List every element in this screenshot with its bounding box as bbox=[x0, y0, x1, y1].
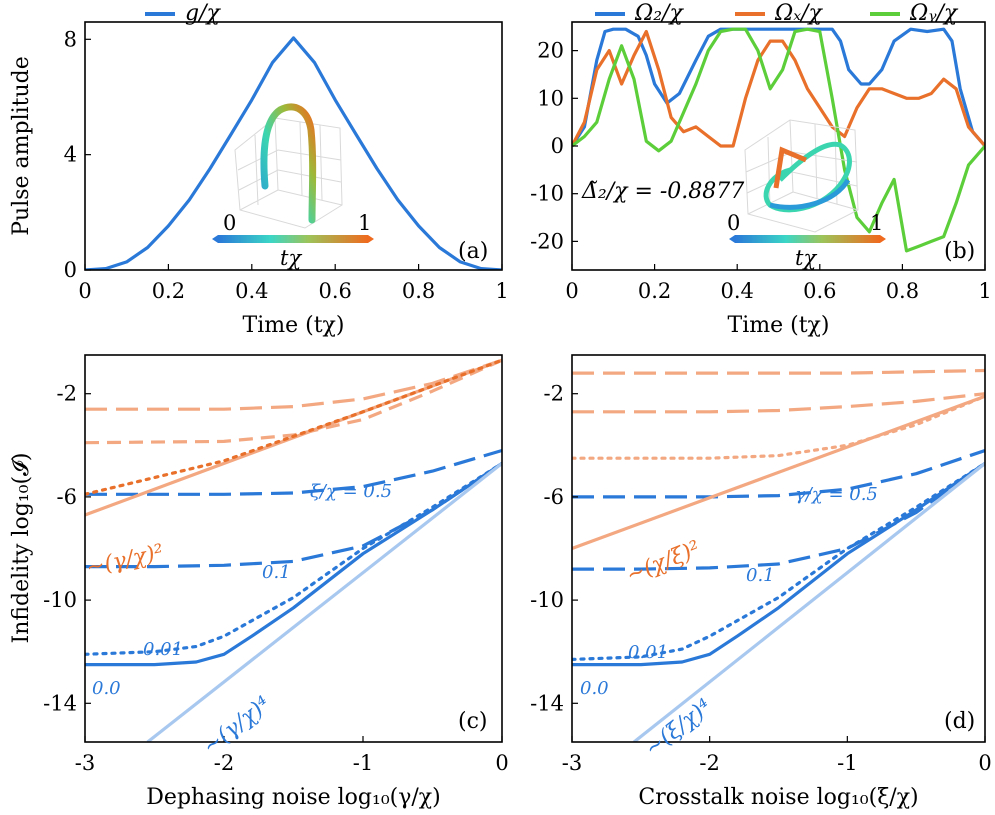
x-tick-label-b-0: 0 bbox=[565, 279, 578, 303]
series-line-d-0 bbox=[572, 448, 985, 499]
series-line-d-6 bbox=[572, 368, 985, 375]
panel-label-a: (a) bbox=[458, 239, 488, 264]
x-tick-label-b-4: 0.8 bbox=[886, 279, 919, 303]
y-tick-label-b-2: 0 bbox=[551, 134, 564, 158]
panel-label-b: (b) bbox=[944, 239, 975, 264]
y-tick-label-c-0: -14 bbox=[43, 691, 77, 715]
x-tick-label-b-3: 0.6 bbox=[803, 279, 836, 303]
x-tick-label-d-3: 0 bbox=[978, 751, 991, 775]
annotation-c-1: 0.1 bbox=[262, 562, 291, 583]
colorbar-a-min: 0 bbox=[223, 211, 236, 235]
series-line-d-5 bbox=[572, 394, 985, 551]
series-line-d-7 bbox=[572, 392, 985, 414]
x-axis-label-a: Time (tχ) bbox=[243, 313, 345, 338]
series-line-b-2 bbox=[572, 27, 985, 253]
y-tick-label-c-3: -2 bbox=[57, 382, 77, 406]
annotation-c-4: ~(γ/χ)² bbox=[84, 540, 166, 581]
colorbar-b-max: 1 bbox=[870, 211, 883, 235]
x-tick-label-d-0: -3 bbox=[562, 751, 582, 775]
x-axis-label-d: Crosstalk noise log₁₀(ξ/χ) bbox=[638, 785, 918, 810]
x-tick-label-a-0: 0 bbox=[78, 279, 91, 303]
legend-label-b-0: Ω₂/χ bbox=[634, 1, 684, 26]
series-line-b-1 bbox=[572, 29, 985, 148]
x-tick-label-a-4: 0.8 bbox=[402, 279, 435, 303]
inset-3d-trajectory-a bbox=[212, 103, 374, 243]
series-line-c-0 bbox=[85, 448, 502, 496]
panel-label-d: (d) bbox=[944, 709, 975, 734]
series-line-a-0 bbox=[85, 36, 502, 270]
y-tick-label-c-2: -6 bbox=[57, 485, 77, 509]
series-line-d-1 bbox=[572, 462, 985, 571]
y-tick-label-c-1: -10 bbox=[43, 588, 77, 612]
plot-frame-d bbox=[571, 354, 986, 743]
series-line-d-3 bbox=[572, 462, 985, 667]
y-axis-label-c: Infidelity log₁₀(𝓘) bbox=[9, 452, 34, 643]
series-line-b-0 bbox=[572, 27, 985, 148]
x-tick-label-a-3: 0.6 bbox=[318, 279, 351, 303]
series-line-c-2 bbox=[85, 461, 502, 656]
x-tick-label-c-2: -1 bbox=[353, 751, 373, 775]
y-tick-label-a-1: 4 bbox=[64, 143, 77, 167]
annotation-c-3: 0.0 bbox=[92, 678, 121, 699]
annotation-d-4: ~(χ/ξ)² bbox=[623, 536, 704, 588]
legend-label-b-1: Ωₓ/χ bbox=[774, 1, 823, 26]
inset-3d-trajectory-b bbox=[729, 119, 886, 243]
y-tick-label-b-0: -20 bbox=[530, 229, 564, 253]
series-line-c-7 bbox=[85, 358, 502, 445]
annotation-d-0: γ/χ = 0.5 bbox=[795, 484, 878, 505]
y-tick-label-b-1: -10 bbox=[530, 182, 564, 206]
y-tick-label-a-2: 8 bbox=[64, 27, 77, 51]
plot-frame-a bbox=[84, 21, 503, 271]
colorbar-b-label: tχ bbox=[795, 246, 817, 270]
series-line-d-4 bbox=[633, 462, 985, 742]
x-axis-label-c: Dephasing noise log₁₀(γ/χ) bbox=[146, 785, 440, 810]
y-tick-label-b-3: 10 bbox=[537, 86, 564, 110]
annotation-detuning: Δ̃₂/χ = -0.8877 bbox=[581, 179, 744, 204]
x-tick-label-a-2: 0.4 bbox=[235, 279, 268, 303]
series-line-d-2 bbox=[572, 461, 985, 661]
x-tick-label-c-1: -2 bbox=[214, 751, 234, 775]
x-tick-label-c-3: 0 bbox=[495, 751, 508, 775]
y-tick-label-d-0: -14 bbox=[530, 691, 564, 715]
x-tick-label-d-1: -2 bbox=[699, 751, 719, 775]
series-line-c-6 bbox=[85, 358, 502, 411]
x-tick-label-b-5: 1 bbox=[978, 279, 991, 303]
annotation-c-2: 0.01 bbox=[143, 639, 183, 660]
x-tick-label-b-1: 0.2 bbox=[638, 279, 671, 303]
annotation-d-2: 0.01 bbox=[628, 642, 668, 663]
x-tick-label-b-2: 0.4 bbox=[720, 279, 753, 303]
y-axis-label-a: Pulse amplitude bbox=[9, 56, 34, 236]
y-tick-label-b-4: 20 bbox=[537, 39, 564, 63]
annotation-d-1: 0.1 bbox=[746, 565, 775, 586]
y-tick-label-d-2: -6 bbox=[544, 485, 564, 509]
annotation-d-3: 0.0 bbox=[580, 678, 609, 699]
series-line-c-3 bbox=[85, 462, 502, 667]
annotation-c-5: ~(γ/χ)⁴ bbox=[198, 692, 275, 760]
annotation-c-0: ξ/χ = 0.5 bbox=[310, 481, 392, 502]
panel-label-c: (c) bbox=[458, 709, 488, 734]
x-axis-label-b: Time (tχ) bbox=[728, 313, 830, 338]
colorbar-a-label: tχ bbox=[280, 246, 302, 270]
series-line-c-4 bbox=[146, 462, 502, 742]
y-tick-label-d-3: -2 bbox=[544, 382, 564, 406]
plot-frame-c bbox=[84, 354, 503, 743]
y-tick-label-a-0: 0 bbox=[64, 258, 77, 282]
legend-label-b-2: Ωᵧ/χ bbox=[909, 1, 959, 26]
x-tick-label-d-2: -1 bbox=[837, 751, 857, 775]
legend-label-a-0: g/χ bbox=[185, 1, 221, 26]
panel-a: 0 0.2 0.4 0.6 0.8 1 0 4 8 Time (tχ) Pulse amplitud… bbox=[9, 1, 509, 338]
colorbar-b-min: 0 bbox=[727, 211, 740, 235]
series-line-c-8 bbox=[85, 358, 502, 496]
y-tick-label-d-1: -10 bbox=[530, 588, 564, 612]
x-tick-label-a-1: 0.2 bbox=[152, 279, 185, 303]
x-tick-label-c-0: -3 bbox=[75, 751, 95, 775]
colorbar-a-max: 1 bbox=[358, 211, 371, 235]
x-tick-label-a-5: 1 bbox=[495, 279, 508, 303]
series-line-d-8 bbox=[572, 394, 985, 460]
